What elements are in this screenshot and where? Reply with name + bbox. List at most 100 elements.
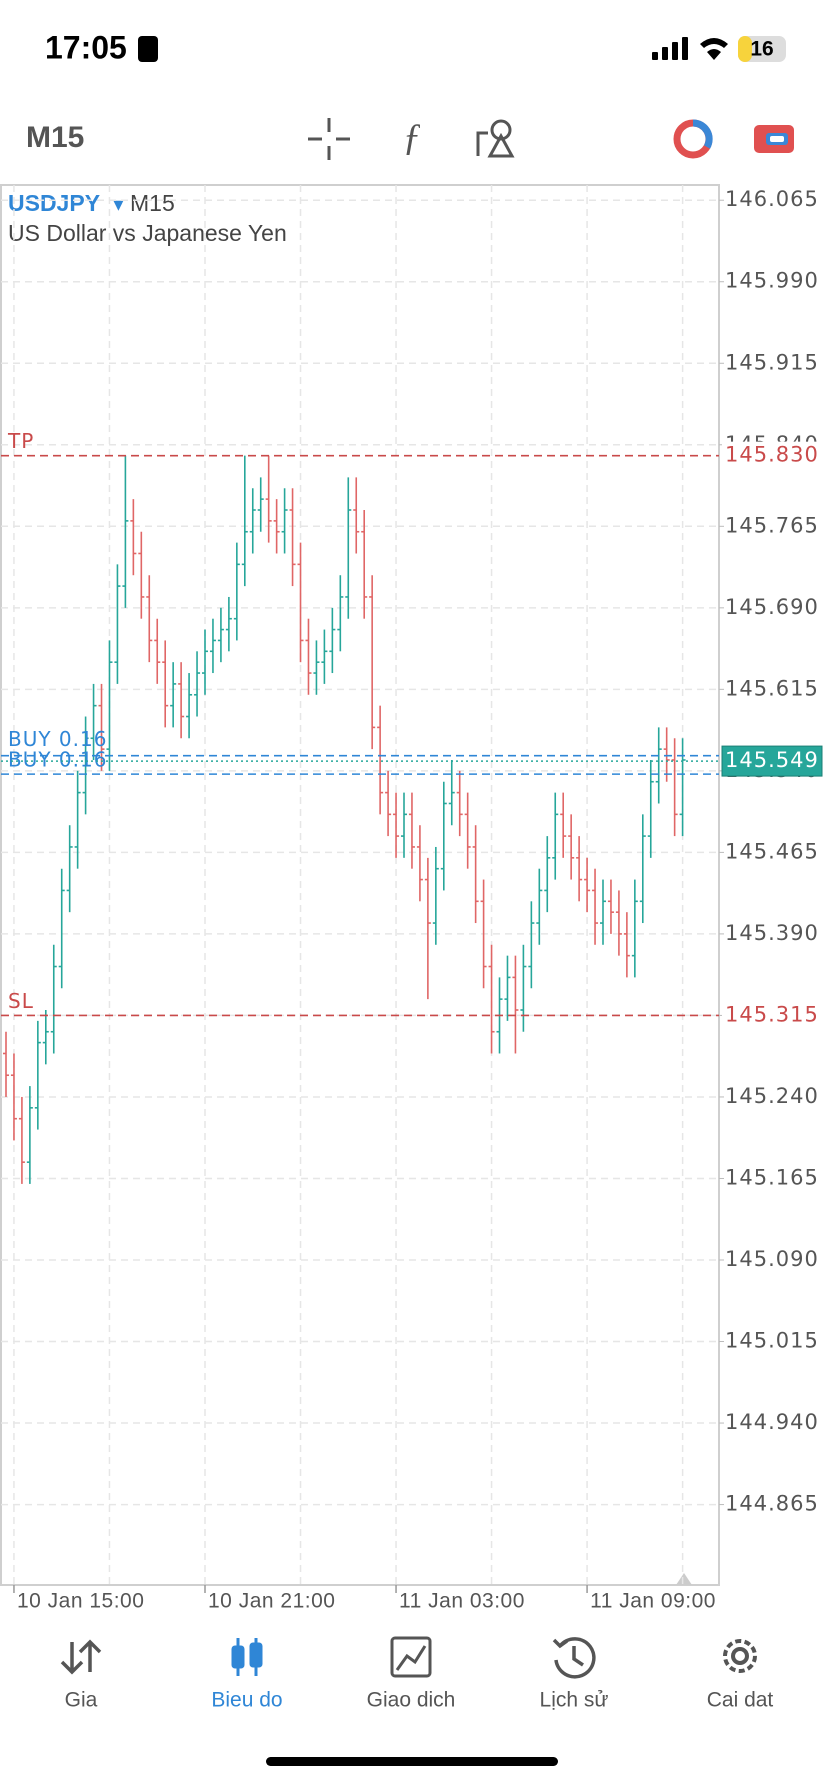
ohlc-bar	[552, 792, 559, 880]
ohlc-bar	[440, 781, 447, 891]
battery-level	[738, 36, 752, 62]
level-label: 145.315	[725, 1002, 819, 1026]
ohlc-bar	[186, 673, 193, 739]
level-label: 145.830	[725, 443, 819, 467]
timeframe-button[interactable]: M15	[26, 121, 84, 154]
ohlc-bar	[631, 879, 638, 978]
y-tick-label: 146.065	[725, 187, 819, 211]
scroll-marker	[676, 1573, 692, 1585]
ohlc-bar	[679, 738, 686, 837]
y-tick-label: 144.940	[725, 1410, 819, 1434]
chart-subtitle: US Dollar vs Japanese Yen	[8, 220, 287, 246]
ohlc-bar	[74, 770, 81, 869]
crosshair-button[interactable]	[308, 118, 350, 160]
ohlc-bar	[265, 455, 272, 543]
ohlc-bar	[337, 575, 344, 652]
y-tick-label: 145.465	[725, 839, 819, 863]
objects-button[interactable]	[476, 119, 515, 158]
chart-frame	[0, 184, 720, 1586]
tab-icon	[231, 1638, 263, 1676]
ohlc-bar	[3, 1031, 9, 1097]
wifi-icon	[700, 38, 728, 60]
ohlc-bar	[217, 607, 224, 663]
ohlc-bar	[162, 640, 169, 728]
y-tick-label: 145.165	[725, 1165, 819, 1189]
tab-icon	[60, 1639, 102, 1675]
ohlc-bar	[576, 836, 583, 902]
ohlc-bar	[472, 825, 479, 924]
ohlc-bar	[377, 705, 384, 815]
level-name: BUY 0.16	[8, 727, 107, 751]
x-tick-label: 11 Jan 03:00	[399, 1590, 525, 1613]
y-tick-label: 145.765	[725, 513, 819, 537]
ohlc-bar	[297, 542, 304, 663]
ohlc-bar	[448, 760, 455, 826]
ohlc-bar	[615, 890, 622, 956]
ohlc-bar	[257, 477, 264, 532]
ohlc-bar	[456, 770, 463, 837]
ohlc-bar	[58, 868, 65, 989]
ohlc-bar	[329, 607, 336, 674]
ohlc-bar	[528, 901, 535, 989]
y-tick-label: 145.090	[725, 1247, 819, 1271]
ohlc-bar	[655, 727, 662, 804]
ohlc-bar	[209, 618, 216, 674]
tab-label[interactable]: Bieu do	[211, 1689, 282, 1712]
ohlc-bar	[353, 477, 360, 554]
symbol-dropdown[interactable]: ▼	[110, 195, 127, 214]
ohlc-bar	[194, 651, 201, 717]
ohlc-bar	[345, 477, 352, 619]
chart-symbol[interactable]: USDJPY	[8, 190, 100, 216]
x-tick-label: 10 Jan 21:00	[208, 1590, 335, 1613]
level-label-bg	[722, 1001, 826, 1030]
battery-text: 16	[750, 38, 773, 61]
bid-label: 145.549	[725, 748, 819, 772]
y-tick-label: 145.390	[725, 921, 819, 945]
status-time: 17:05	[45, 29, 127, 65]
tab-icon	[390, 1636, 432, 1678]
ohlc-bar	[568, 814, 575, 880]
ohlc-bar	[106, 640, 113, 771]
ohlc-bar	[233, 542, 240, 641]
ohlc-bar	[369, 575, 376, 750]
tab-label[interactable]: Lịch sử	[540, 1689, 609, 1712]
ohlc-bar	[225, 596, 232, 652]
indicators-button[interactable]: ƒ	[403, 117, 422, 159]
ohlc-bar	[273, 499, 280, 554]
ohlc-bar	[432, 846, 439, 945]
ohlc-bar	[114, 564, 121, 684]
trade-button[interactable]	[754, 125, 794, 153]
ohlc-bar	[639, 814, 646, 924]
ohlc-bar	[289, 488, 296, 587]
ohlc-bar	[408, 792, 415, 869]
ohlc-bar	[393, 792, 400, 858]
status-icon	[138, 36, 158, 62]
y-tick-label: 145.015	[725, 1329, 819, 1353]
ohlc-bar	[607, 879, 614, 934]
ohlc-bar	[584, 857, 591, 913]
tab-label[interactable]: Giao dich	[367, 1689, 456, 1712]
home-indicator	[266, 1757, 558, 1766]
ohlc-bar	[488, 944, 495, 1054]
ohlc-bar	[281, 488, 288, 554]
ohlc-bar	[361, 510, 368, 619]
ohlc-bar	[122, 455, 129, 608]
ohlc-bar	[50, 944, 57, 1054]
ohlc-bar	[560, 792, 567, 858]
ohlc-bar	[42, 1010, 49, 1065]
ohlc-bar	[536, 868, 543, 945]
level-name: TP	[7, 429, 34, 453]
ohlc-bar	[663, 727, 670, 782]
tab-label[interactable]: Cai dat	[707, 1689, 774, 1712]
ohlc-bar	[464, 792, 471, 869]
account-button[interactable]	[673, 119, 713, 159]
ohlc-bar	[202, 629, 208, 695]
x-tick-label: 11 Jan 09:00	[590, 1590, 716, 1613]
signal-icon	[652, 37, 688, 60]
ohlc-bar	[504, 955, 511, 1021]
ohlc-bar	[241, 455, 248, 587]
ohlc-bar	[249, 488, 256, 554]
tab-label[interactable]: Gia	[65, 1689, 98, 1712]
